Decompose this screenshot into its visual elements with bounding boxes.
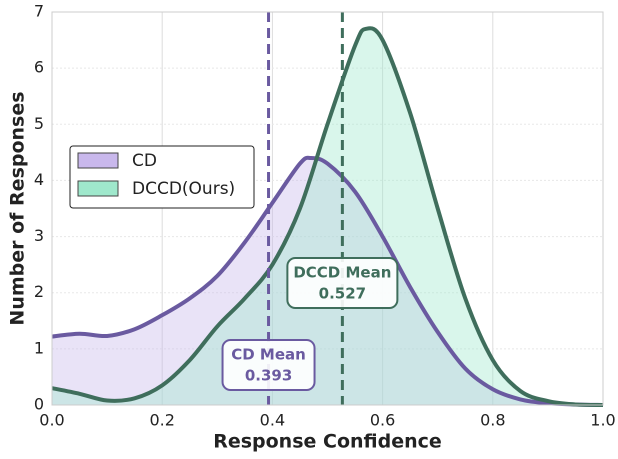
annotation-box (221, 339, 316, 391)
y-tick-label: 1 (34, 338, 44, 357)
x-tick-label: 0.6 (370, 411, 395, 430)
annotation-label: CD Mean (231, 346, 306, 364)
density-line (51, 26, 604, 407)
y-axis-title: Number of Responses (7, 91, 29, 325)
annotation-label: DCCD Mean (293, 264, 391, 282)
x-tick-label: 0.0 (39, 411, 64, 430)
y-tick-label: 4 (34, 170, 44, 189)
x-tick-label: 1.0 (590, 411, 615, 430)
annotation-box (286, 257, 399, 309)
y-tick-label: 7 (34, 2, 44, 21)
x-axis-title: Response Confidence (213, 431, 442, 453)
y-tick-label: 6 (34, 58, 44, 77)
x-tick-label: 0.8 (480, 411, 505, 430)
y-tick-label: 0 (34, 395, 44, 414)
y-tick-label: 5 (34, 114, 44, 133)
plot-frame (51, 11, 604, 406)
annotation-value: 0.393 (245, 367, 292, 385)
x-tick-label: 0.4 (260, 411, 285, 430)
legend-label: CD (132, 151, 157, 171)
y-tick-label: 3 (34, 226, 44, 245)
density-area (52, 28, 603, 406)
legend-swatch (77, 152, 119, 169)
legend-swatch (77, 180, 119, 197)
legend-label: DCCD(Ours) (132, 179, 235, 199)
y-tick-label: 2 (34, 282, 44, 301)
annotation-value: 0.527 (319, 285, 366, 303)
legend: CD DCCD(Ours) (69, 145, 255, 209)
x-tick-label: 0.2 (149, 411, 174, 430)
